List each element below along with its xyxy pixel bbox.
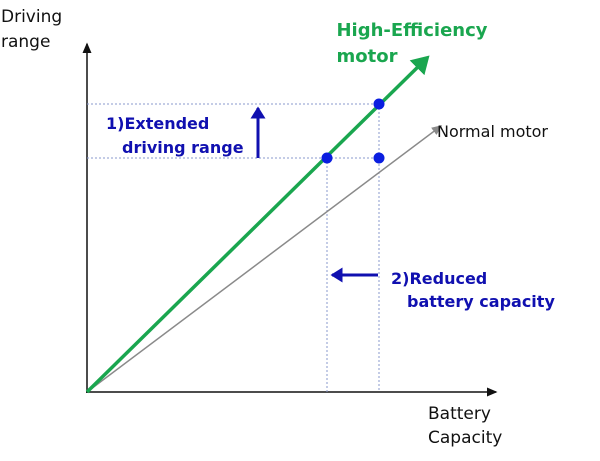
high-efficiency-label-line2: motor xyxy=(337,46,398,67)
extended-range-label-line2: driving range xyxy=(122,138,244,157)
normal-motor-line xyxy=(86,125,443,393)
y-axis-label-line2: range xyxy=(1,32,50,52)
point-normal xyxy=(373,152,385,164)
x-axis-label-line2: Capacity xyxy=(428,428,502,448)
point-reduced-capacity xyxy=(321,152,333,164)
normal-motor-label: Normal motor xyxy=(437,122,548,141)
x-axis-label-line1: Battery xyxy=(428,404,491,424)
high-efficiency-line xyxy=(85,55,430,394)
extended-range-label-line1: 1)Extended xyxy=(106,114,209,133)
y-axis-label-line1: Driving xyxy=(1,7,62,27)
reduced-capacity-label-line2: battery capacity xyxy=(407,292,555,311)
high-efficiency-label-line1: High-Efficiency xyxy=(336,20,487,41)
point-high-range xyxy=(373,98,385,110)
reduced-capacity-label-line1: 2)Reduced xyxy=(391,269,487,288)
